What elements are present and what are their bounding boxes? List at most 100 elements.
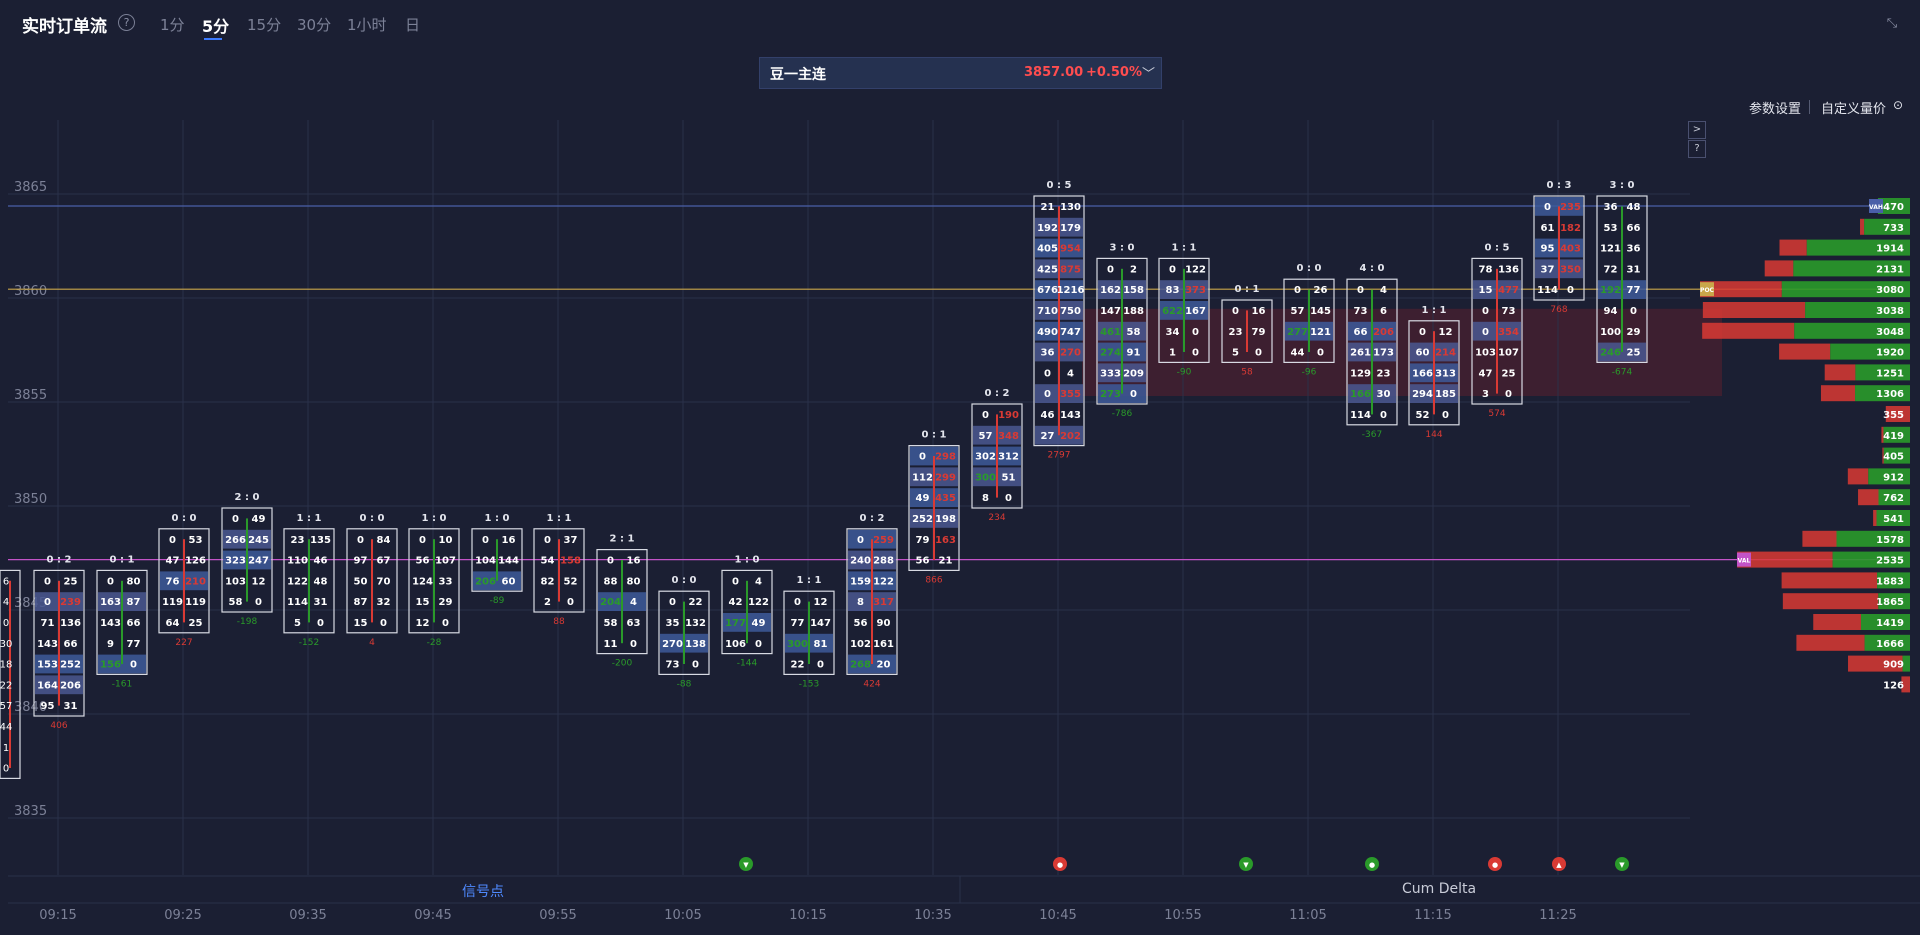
flame-icon [1488, 857, 1502, 871]
price-label-6: 3835 [14, 804, 47, 819]
tab-timeframe-0[interactable]: 1分 [160, 16, 185, 34]
profile-total: 1865 [1876, 597, 1904, 608]
cell-ask: 0 [755, 639, 762, 650]
profile-total: 762 [1883, 493, 1904, 504]
cell-bid: 82 [541, 576, 555, 587]
tab-cum-delta[interactable]: Cum Delta [1402, 881, 1477, 897]
cell-ask: 119 [185, 597, 206, 608]
profile-bid-bar [1824, 364, 1856, 381]
top-bar: 实时订单流 ? 1分 5分 15分 30分 1小时日 ⤡ [0, 0, 1920, 46]
tab-timeframe-4[interactable]: 1小时 [347, 16, 387, 34]
profile-tag-val [1737, 552, 1751, 567]
cell-ask: 1216 [1057, 285, 1085, 296]
cell-ask: 182 [1560, 223, 1581, 234]
candle-box [596, 548, 648, 655]
settings-circle-icon[interactable]: ⊙ [1893, 98, 1904, 112]
tab-timeframe-1[interactable]: 5分 [202, 17, 230, 36]
cell-ask: 73 [1502, 306, 1516, 317]
cell-value: 44 [0, 722, 12, 733]
params-settings-link[interactable]: 参数设置 [1749, 102, 1802, 117]
price-label-1: 3860 [14, 284, 47, 299]
cell-bid: 0 [44, 576, 51, 587]
profile-bid-bar [1881, 426, 1884, 443]
tab-timeframe-5[interactable]: 日 [405, 16, 421, 34]
cell-ask: 107 [1498, 348, 1519, 359]
cell-ask: 36 [1627, 244, 1641, 255]
cell-bid: 0 [1169, 264, 1176, 275]
cell-bid: 0 [1294, 285, 1301, 296]
cell-bid: 0 [544, 535, 551, 546]
question-circle-icon[interactable]: ? [118, 14, 135, 31]
cell-bid: 95 [41, 701, 55, 712]
profile-bid-bar [1779, 343, 1831, 360]
time-label-5: 10:05 [664, 908, 701, 923]
cell-ask: 188 [1123, 306, 1144, 317]
profile-ask-bar [1793, 260, 1910, 277]
tab-timeframe-2[interactable]: 15分 [247, 16, 282, 34]
cell-bid: 11 [604, 639, 618, 650]
cell-ask: 198 [935, 514, 956, 525]
candle-box [1346, 278, 1398, 426]
custom-price-link[interactable]: 自定义量价 [1821, 102, 1887, 117]
cell-ask: 0 [1630, 306, 1637, 317]
candle-header: 1 : 1 [1172, 242, 1197, 253]
cell-ask: 132 [685, 618, 706, 629]
profile-ask-bar [1876, 510, 1910, 526]
profile-ask-bar [1864, 218, 1910, 235]
candle-footer: -90 [1177, 367, 1192, 377]
candle-header: 2 : 1 [610, 534, 635, 545]
cell-ask: 214 [1435, 348, 1456, 359]
cell-value: 6 [3, 576, 9, 587]
help-button[interactable]: ? [1688, 140, 1706, 158]
cell-bid: 79 [916, 535, 930, 546]
symbol-selector[interactable]: 豆一主连 3857.00 +0.50% ﹀ [759, 57, 1162, 89]
cell-bid: 153 [37, 660, 58, 671]
candle-footer: -152 [299, 638, 319, 648]
profile-tag-label-poc: POC [1700, 287, 1714, 294]
candle-box [783, 590, 835, 676]
candle-footer: 768 [1550, 305, 1567, 315]
cell-bid: 333 [1100, 368, 1121, 379]
cell-bid: 114 [287, 597, 308, 608]
cell-ask: 259 [873, 535, 894, 546]
candle-header: 0 : 1 [922, 430, 947, 441]
cell-bid: 21 [1041, 202, 1055, 213]
cell-ask: 67 [377, 556, 391, 567]
profile-bid-bar [1873, 510, 1877, 526]
highlight-cell [473, 571, 521, 591]
cell-ask: 348 [998, 431, 1019, 442]
cell-ask: 79 [1252, 327, 1266, 338]
cell-ask: 4 [1067, 368, 1074, 379]
candle-footer: -198 [237, 617, 258, 627]
cell-bid: 77 [791, 618, 805, 629]
cell-ask: 136 [60, 618, 81, 629]
cell-bid: 166 [1350, 389, 1371, 400]
tab-signals[interactable]: 信号点 [462, 884, 504, 900]
cell-ask: 107 [435, 556, 456, 567]
cell-ask: 0 [567, 597, 574, 608]
candle-header: 0 : 5 [1485, 242, 1510, 253]
cell-bid: 22 [791, 660, 805, 671]
profile-bid-bar [1813, 614, 1861, 630]
chevron-down-icon[interactable]: ﹀ [1142, 67, 1156, 82]
candle-footer: -786 [1112, 409, 1133, 419]
profile-bid-bar [1782, 593, 1879, 610]
cell-ask: 209 [1123, 368, 1144, 379]
expand-button[interactable]: > [1688, 121, 1706, 139]
cell-bid: 192 [1037, 223, 1058, 234]
tab-timeframe-3[interactable]: 30分 [297, 16, 332, 34]
cell-ask: 84 [377, 535, 391, 546]
shrink-icon[interactable]: ⤡ [1886, 16, 1898, 31]
candle-footer: -88 [677, 679, 692, 689]
cell-bid: 9 [107, 639, 114, 650]
arrow-down-icon-glyph: ▼ [1619, 861, 1625, 869]
cell-bid: 23 [291, 535, 305, 546]
active-tab-underline [204, 38, 222, 40]
cell-value: 4 [3, 597, 9, 608]
candle-footer: 866 [925, 575, 942, 585]
candle-box [658, 590, 710, 676]
cell-ask: 46 [314, 556, 328, 567]
flame-icon-glyph: ● [1057, 861, 1063, 869]
cell-ask: 51 [1002, 472, 1016, 483]
